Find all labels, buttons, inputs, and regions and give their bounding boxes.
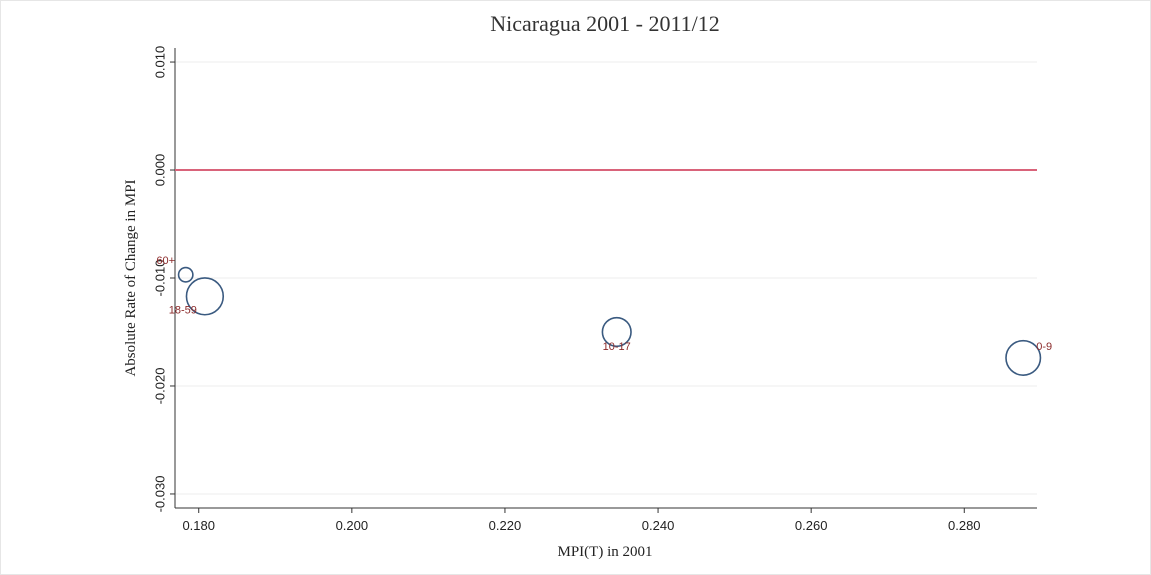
point-label: 60+ <box>156 255 175 267</box>
y-axis-label: Absolute Rate of Change in MPI <box>123 179 139 376</box>
x-tick-label: 0.240 <box>642 518 675 533</box>
x-tick-label: 0.200 <box>336 518 369 533</box>
point-label: 18-59 <box>169 304 197 316</box>
bubble <box>1005 339 1042 376</box>
x-tick-label: 0.260 <box>795 518 828 533</box>
point-label: 10-17 <box>603 341 631 353</box>
x-tick-label: 0.280 <box>948 518 981 533</box>
point-label: 0-9 <box>1036 341 1052 353</box>
chart-title: Nicaragua 2001 - 2011/12 <box>490 11 720 36</box>
bubble <box>177 266 194 283</box>
y-tick-label: -0.030 <box>152 476 167 513</box>
y-tick-label: -0.010 <box>152 260 167 297</box>
bubble <box>601 316 632 348</box>
y-tick-label: -0.020 <box>152 368 167 405</box>
x-tick-label: 0.180 <box>182 518 215 533</box>
y-tick-label: 0.000 <box>152 154 167 187</box>
x-tick-label: 0.220 <box>489 518 522 533</box>
bubble <box>185 277 225 316</box>
x-axis-label: MPI(T) in 2001 <box>558 544 653 560</box>
y-tick-label: 0.010 <box>152 46 167 79</box>
